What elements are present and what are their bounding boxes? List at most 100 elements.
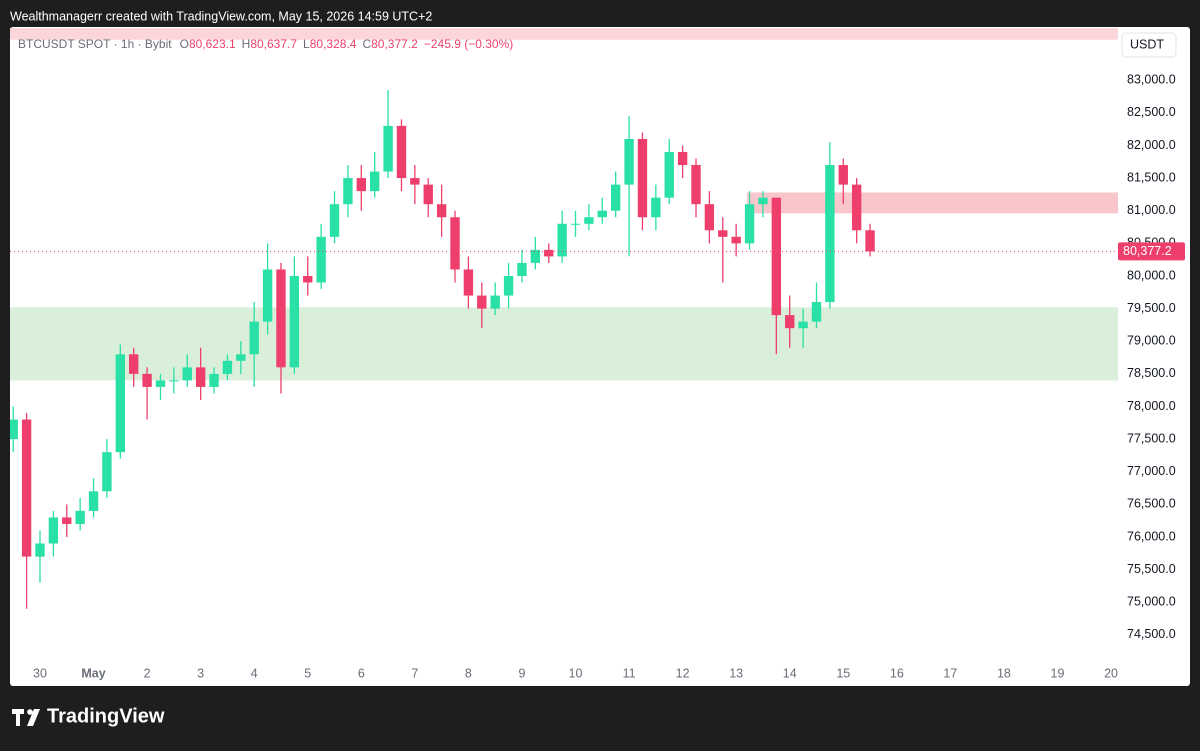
candle-body [450,217,460,270]
candle-body [865,230,875,252]
candle-body [490,295,500,309]
x-tick-label: May [81,666,105,680]
x-tick-label: 8 [465,666,472,680]
y-tick-label: 78,500.0 [1127,366,1176,380]
change: −245.9 (−0.30%) [424,37,513,51]
candle-body [75,510,85,524]
candle-body [597,210,607,218]
candle-body [423,184,433,205]
brand: TradingView [47,705,165,727]
candle-body [262,269,273,322]
ohlc-value: 80,623.1 [189,37,236,51]
candle-body [503,275,514,296]
candle-body [249,321,259,355]
candle-body [744,204,755,244]
candle-body [557,223,567,257]
candle-body [771,197,782,316]
candle-body [169,380,179,382]
caption: Wealthmanagerr created with TradingView.… [10,9,432,23]
x-tick-label: 13 [729,666,743,680]
candle-body [129,354,139,374]
candle-body [329,204,340,237]
currency: USDT [1130,37,1164,51]
candle-body [62,517,72,524]
y-tick-label: 77,000.0 [1127,464,1176,478]
y-tick-label: 82,500.0 [1127,105,1176,119]
candle-body [677,151,688,166]
candle-body [637,138,648,218]
candle-body [276,269,286,368]
candle-body [731,236,741,244]
candle-body [236,354,246,361]
last-price-box [1118,242,1185,261]
y-tick-label: 79,500.0 [1127,301,1176,315]
last-price-label: 80,377.2 [1123,244,1172,258]
candle-body [195,367,206,387]
candle-body [303,275,313,283]
y-tick-label: 75,500.0 [1127,562,1176,576]
zone [746,192,1118,214]
x-tick-label: 6 [358,666,365,680]
candle-body [651,197,661,218]
y-tick-label: 79,000.0 [1127,334,1176,348]
y-tick-label: 82,000.0 [1127,138,1176,152]
x-tick-label: 2 [144,666,151,680]
candle-body [436,204,447,218]
ohlc-name: C [362,37,371,51]
symbol: BTCUSDT SPOT · 1h · Bybit [18,37,172,51]
y-tick-label: 74,500.0 [1127,627,1176,641]
candle-body [370,171,380,192]
candle-body [544,249,554,257]
candle-body [530,249,541,263]
x-tick-label: 19 [1051,666,1065,680]
x-tick-label: 3 [197,666,204,680]
candle-body [477,295,487,309]
y-tick-label: 75,000.0 [1127,595,1176,609]
candle-body [115,354,126,453]
candles [10,89,875,609]
candle-body [785,315,795,329]
candle-body [10,419,18,440]
ohlc-value: 80,637.7 [250,37,297,51]
zone [10,307,1118,381]
x-tick-label: 15 [836,666,850,680]
y-tick-label: 77,500.0 [1127,431,1176,445]
brand-logo [12,709,40,726]
currency-box[interactable] [1121,32,1177,58]
ohlc-legend: BTCUSDT SPOT · 1h · Bybit O80,623.1 H80,63… [18,37,513,51]
candle-body [664,151,674,198]
candle-body [838,165,848,185]
logo-mark [12,709,31,726]
x-tick-label: 9 [518,666,525,680]
candle-body [811,302,822,322]
ohlc-name: H [242,37,251,51]
x-tick-label: 17 [943,666,957,680]
candle-body [704,204,715,231]
candle-body [691,165,701,205]
candle-body [142,373,152,387]
candle-body [851,184,862,231]
y-tick-label: 78,000.0 [1127,399,1176,413]
candle-body [624,138,634,185]
candle-body [48,517,59,544]
zone [10,28,1118,40]
candle-body [758,197,768,205]
candle-body [383,125,393,172]
candle-body [21,419,32,557]
candle-body [798,321,808,329]
x-tick-label: 20 [1104,666,1118,680]
y-tick-label: 83,000.0 [1127,73,1176,87]
candle-body [343,178,353,205]
candle-body [102,452,112,492]
x-tick-label: 10 [569,666,583,680]
candle-body [88,491,99,511]
x-tick-label: 12 [676,666,690,680]
axes: 83,000.0 82,500.0 82,000.0 81,500.0 81,000.0… [10,73,1185,680]
candle-body [517,262,527,276]
ohlc-value: 80,328.4 [310,37,357,51]
candle-body [825,165,835,303]
candle-body [410,178,420,185]
x-tick-label: 5 [304,666,311,680]
candle-body [584,217,594,224]
